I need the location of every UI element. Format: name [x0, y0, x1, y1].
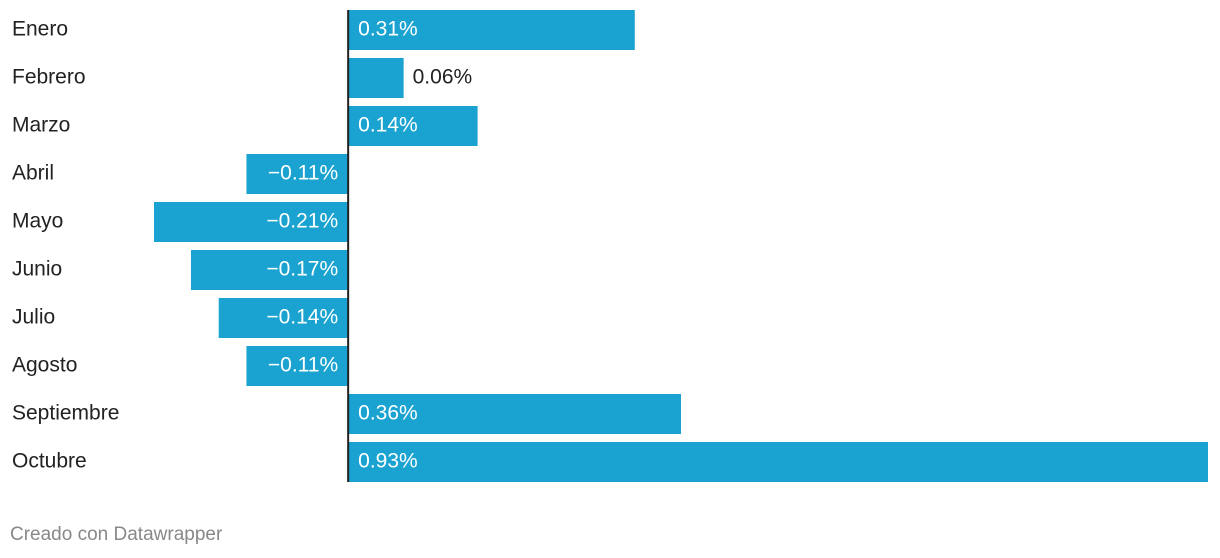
category-label: Febrero: [12, 66, 86, 89]
bar: [218, 298, 349, 338]
value-label: 0.14%: [358, 114, 418, 137]
value-label: −0.21%: [266, 210, 338, 233]
credit: Creado con Datawrapper: [10, 524, 223, 545]
value-label: 0.06%: [413, 66, 473, 89]
category-label: Agosto: [12, 354, 77, 377]
value-label: −0.14%: [266, 306, 338, 329]
category-label: Julio: [12, 306, 55, 329]
value-label: −0.11%: [268, 354, 338, 377]
bar: [154, 202, 349, 242]
value-label: 0.93%: [358, 450, 418, 473]
bar: [348, 106, 478, 146]
bar: [246, 154, 349, 194]
bar: [348, 442, 1208, 482]
category-label: Junio: [12, 258, 62, 281]
category-label: Enero: [12, 18, 68, 41]
bar: [348, 58, 404, 98]
value-label: −0.11%: [268, 162, 338, 185]
bar: [190, 250, 349, 290]
category-label: Abril: [12, 162, 54, 185]
value-label: 0.31%: [358, 18, 418, 41]
category-label: Octubre: [12, 450, 87, 473]
bar: [246, 346, 349, 386]
bar: [348, 394, 681, 434]
category-label: Septiembre: [12, 402, 119, 425]
value-label: 0.36%: [358, 402, 418, 425]
category-label: Mayo: [12, 210, 63, 233]
value-label: −0.17%: [266, 258, 338, 281]
category-label: Marzo: [12, 114, 70, 137]
bar: [348, 10, 635, 50]
